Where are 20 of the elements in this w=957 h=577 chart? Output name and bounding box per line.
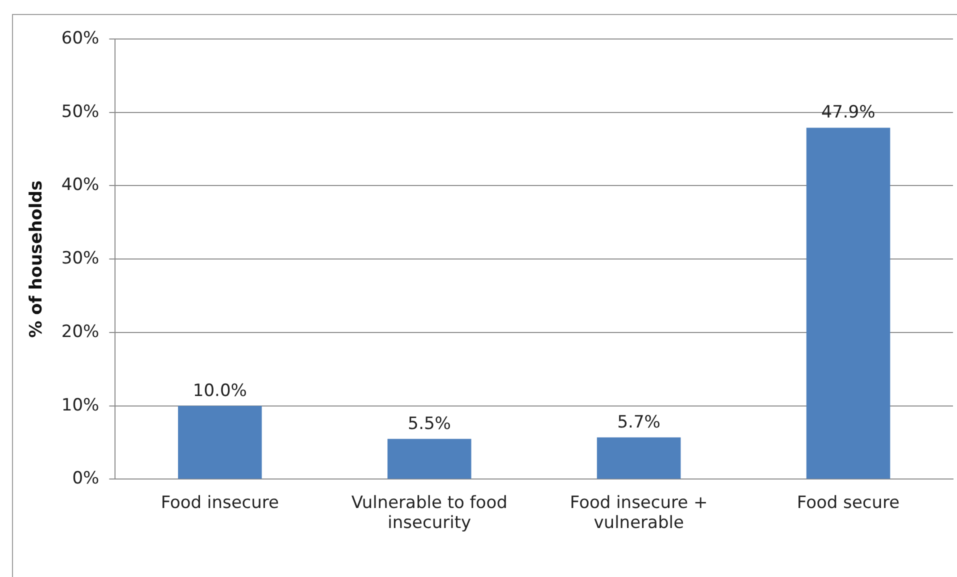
bar bbox=[596, 437, 681, 479]
bar bbox=[387, 438, 472, 479]
y-tick-label: 0% bbox=[72, 468, 100, 489]
bar bbox=[178, 406, 262, 479]
x-tick-label: Food insecure bbox=[160, 492, 280, 513]
x-tick-label: Food secure bbox=[796, 492, 900, 513]
y-tick-label: 50% bbox=[61, 102, 100, 122]
y-tick-label: 20% bbox=[61, 322, 100, 342]
bar bbox=[806, 128, 890, 479]
data-label: 10.0% bbox=[192, 380, 247, 401]
y-axis-title: % of households bbox=[26, 180, 47, 338]
y-tick-label: 40% bbox=[61, 175, 100, 196]
y-tick-label: 10% bbox=[61, 395, 100, 416]
x-tick-label: Food insecure + vulnerable bbox=[570, 492, 708, 534]
data-label: 5.5% bbox=[408, 414, 451, 434]
y-tick-label: 60% bbox=[61, 28, 100, 48]
x-tick-label: Vulnerable to food insecurity bbox=[351, 492, 508, 534]
data-label: 5.7% bbox=[617, 412, 660, 432]
data-label: 47.9% bbox=[821, 102, 876, 123]
y-tick-label: 30% bbox=[61, 248, 100, 269]
